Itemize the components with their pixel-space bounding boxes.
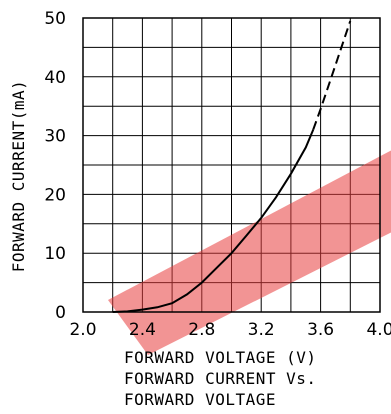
- y-tick-labels: 0 10 20 30 40 50: [44, 9, 66, 323]
- x-tick-labels: 2.0 2.4 2.8 3.2 3.6 4.0: [69, 320, 391, 340]
- y-tick-label: 50: [44, 9, 66, 29]
- y-tick-label: 10: [44, 244, 66, 264]
- plot-frame: [82, 17, 381, 313]
- x-tick-label: 4.0: [366, 320, 391, 340]
- x-tick-label: 3.6: [307, 320, 334, 340]
- x-tick-label: 2.8: [188, 320, 215, 340]
- x-tick-label: 2.4: [129, 320, 156, 340]
- x-tick-label: 3.2: [248, 320, 275, 340]
- y-tick-label: 20: [44, 185, 66, 205]
- series-line-solid: [112, 129, 315, 313]
- series-line-dashed: [312, 20, 352, 131]
- y-tick-label: 0: [55, 303, 66, 323]
- x-axis-label: FORWARD VOLTAGE (V): [124, 348, 317, 367]
- series-group: [112, 20, 352, 313]
- caption-line-1: FORWARD CURRENT Vs.: [124, 369, 317, 388]
- y-axis-label: FORWARD CURRENT(mA): [9, 80, 28, 273]
- watermark-band: [108, 150, 391, 355]
- y-tick-label: 30: [44, 127, 66, 147]
- watermark: [108, 150, 391, 355]
- caption-line-2: FORWARD VOLTAGE: [124, 390, 276, 409]
- y-tick-label: 40: [44, 68, 66, 88]
- x-tick-label: 2.0: [69, 320, 96, 340]
